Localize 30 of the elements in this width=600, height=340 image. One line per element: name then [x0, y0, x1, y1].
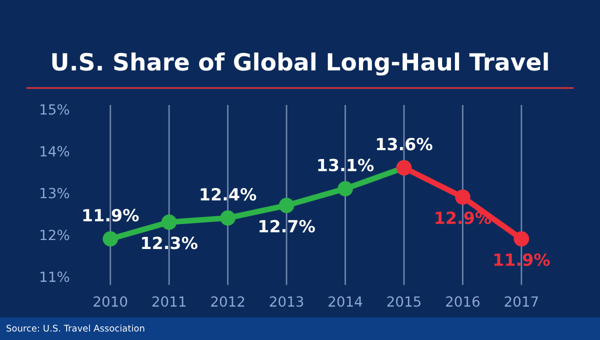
- data-label: 12.9%: [436, 212, 492, 224]
- y-tick-label: 11%: [40, 272, 70, 282]
- point: [455, 189, 470, 205]
- chart-title: U.S. Share of Global Long-Haul Travel: [52, 52, 548, 76]
- y-tick-label: 13%: [40, 188, 70, 198]
- y-tick-label: 14%: [40, 146, 70, 157]
- x-tick-label: 2016: [446, 296, 480, 307]
- point: [102, 231, 118, 247]
- x-tick-label: 2015: [387, 296, 420, 307]
- data-label: 12.3%: [142, 236, 198, 250]
- point: [338, 181, 353, 196]
- x-tick-label: 2011: [152, 296, 186, 307]
- x-tick-label: 2017: [504, 296, 538, 307]
- y-tick-label: 12%: [40, 230, 70, 240]
- data-label: 13.1%: [318, 158, 374, 172]
- x-tick-label: 2012: [211, 296, 244, 307]
- x-tick-label: 2010: [94, 296, 128, 307]
- x-tick-label: 2014: [328, 296, 362, 307]
- x-tick-label: 2013: [270, 296, 304, 307]
- data-label: 11.9%: [494, 253, 550, 266]
- point: [514, 231, 530, 247]
- point: [161, 214, 177, 230]
- data-label: 12.4%: [200, 188, 256, 201]
- data-label: 11.9%: [83, 208, 139, 222]
- data-label: 13.6%: [376, 138, 432, 150]
- y-tick-label: 15%: [40, 104, 70, 115]
- source-note: Source: U.S. Travel Association: [6, 324, 144, 332]
- point: [278, 198, 294, 214]
- data-label: 12.7%: [260, 220, 315, 233]
- point: [220, 210, 236, 226]
